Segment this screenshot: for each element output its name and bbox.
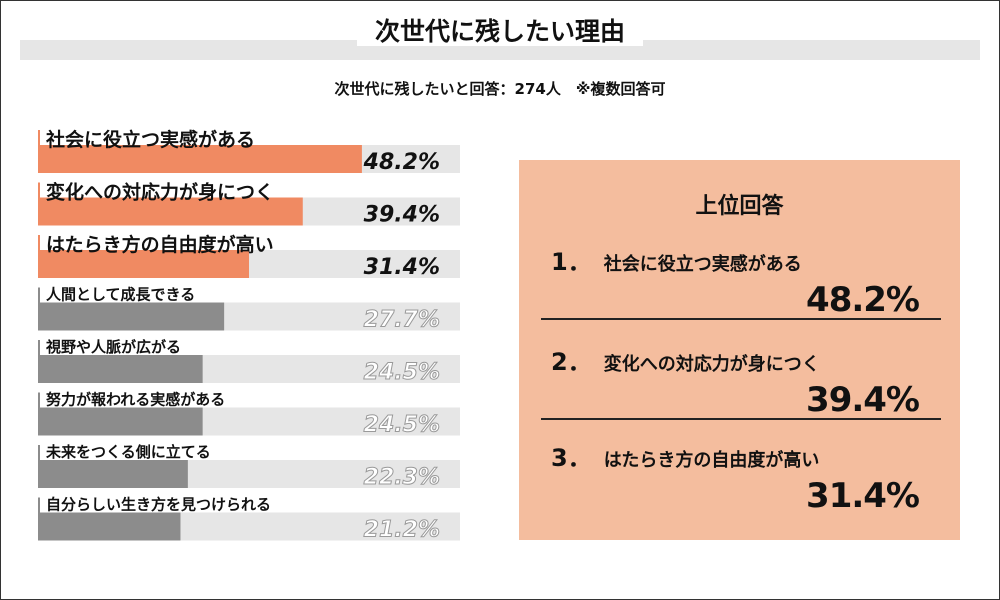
bar [38, 355, 203, 383]
bar-category-label: 努力が報われる実感がある [46, 391, 225, 409]
bar [38, 250, 250, 278]
bar-accent [38, 130, 40, 145]
bar [38, 302, 225, 331]
rank-text-2: 変化への対応力が身につく [603, 354, 820, 375]
rank-value-2: 39.4% [806, 380, 920, 420]
bar-category-label: はたらき方の自由度が高い [46, 233, 274, 256]
bar-accent [38, 287, 40, 303]
rank-number-3: 3． [551, 444, 592, 472]
bar-accent [38, 497, 40, 513]
rank-text-3: はたらき方の自由度が高い [603, 450, 820, 471]
bar [38, 197, 303, 226]
rank-divider-2 [541, 418, 941, 420]
rank-label-3: 3． はたらき方の自由度が高い [551, 438, 819, 473]
bar-category-label: 変化への対応力が身につく [46, 181, 274, 204]
rank-value-3: 31.4% [806, 476, 920, 516]
bar [38, 145, 362, 173]
bar [38, 512, 181, 541]
top-answers-panel: 上位回答 1． 社会に役立つ実感がある 48.2% 2． 変化への対応力が身につく … [519, 160, 960, 540]
rank-number-1: 1． [551, 248, 592, 276]
chart-title: 次世代に残したい理由 [0, 12, 1000, 48]
bar-category-label: 未来をつくる側に立てる [45, 443, 211, 461]
bar-accent [38, 235, 40, 250]
bar-category-label: 社会に役立つ実感がある [45, 128, 255, 151]
bar-accent [38, 445, 40, 460]
chart-title-text: 次世代に残したい理由 [356, 17, 643, 46]
bar-value-label: 22.3% [364, 465, 440, 490]
rank-value-1: 48.2% [806, 280, 920, 320]
rank-label-2: 2． 変化への対応力が身につく [551, 342, 820, 377]
bar-value-label: 24.5% [364, 360, 440, 385]
bar-accent [38, 340, 40, 355]
bar-value-label: 48.2% [363, 150, 440, 175]
bar-category-label: 自分らしい生き方を見つけられる [46, 496, 271, 514]
bar-value-label: 39.4% [364, 203, 440, 228]
rank-label-1: 1． 社会に役立つ実感がある [551, 242, 802, 277]
bar-category-label: 視野や人脈が広がる [45, 338, 181, 356]
bar-value-label: 31.4% [364, 255, 440, 280]
bar [38, 407, 203, 436]
panel-title: 上位回答 [695, 194, 784, 219]
rank-divider-1 [541, 318, 941, 320]
bar [38, 460, 188, 488]
rank-number-2: 2． [551, 348, 592, 376]
rank-text-1: 社会に役立つ実感がある [603, 254, 802, 275]
chart-subtitle: 次世代に残したいと回答：274人 ※複数回答可 [334, 80, 666, 98]
bar-accent [38, 392, 40, 408]
bar-category-label: 人間として成長できる [46, 286, 195, 304]
bar-accent [38, 182, 40, 198]
bar-value-label: 21.2% [364, 518, 440, 543]
title-underline-bar [20, 40, 980, 60]
bar-value-label: 27.7% [364, 308, 440, 333]
bar-value-label: 24.5% [364, 413, 440, 438]
